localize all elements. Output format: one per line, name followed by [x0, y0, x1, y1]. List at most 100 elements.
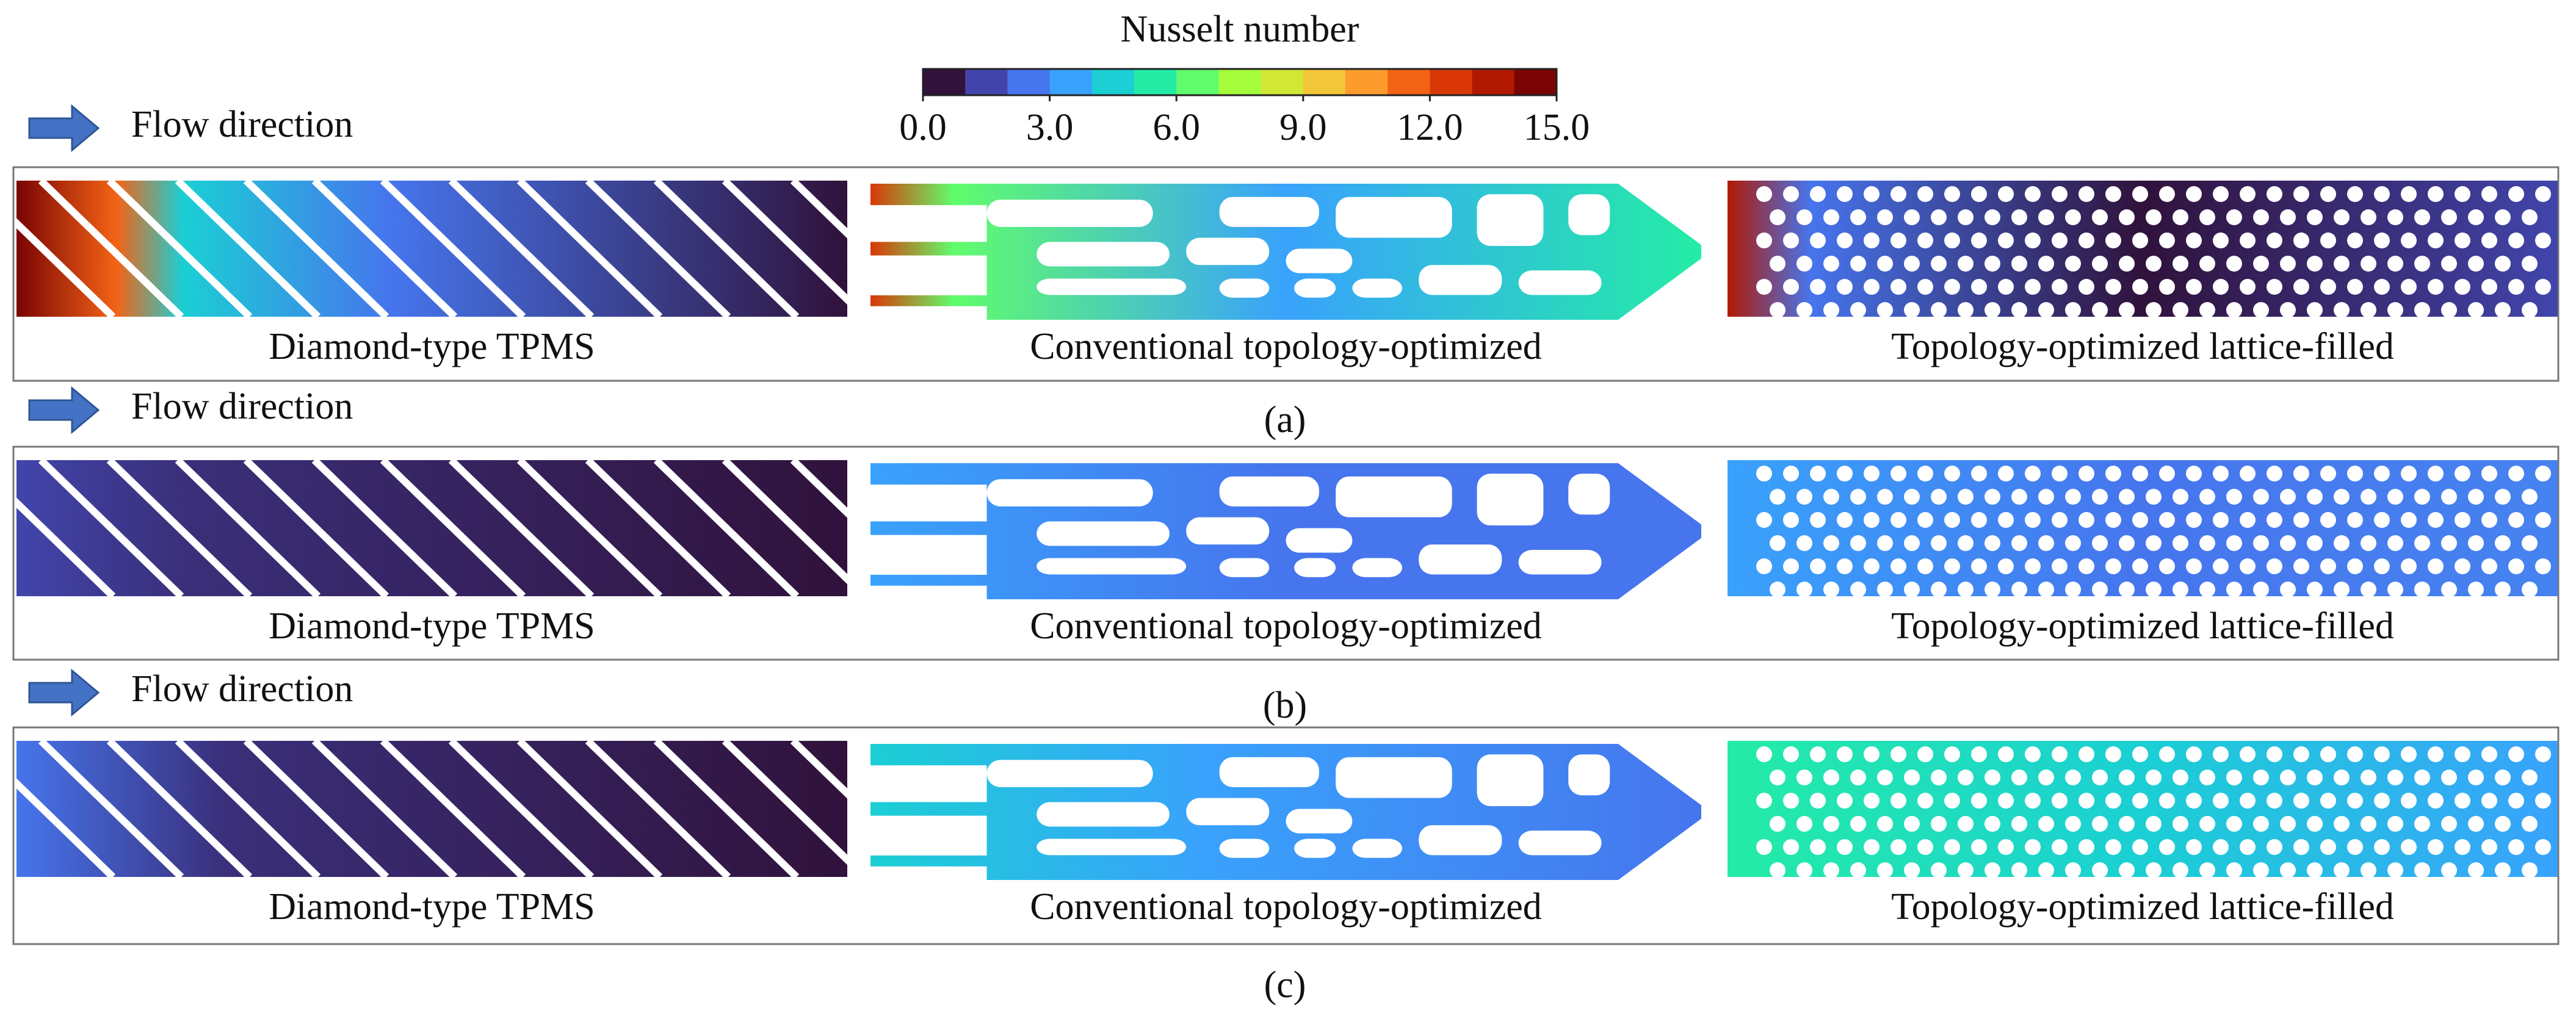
lattice-pore	[2441, 862, 2457, 878]
lattice-pore	[2173, 770, 2188, 785]
topology-void	[986, 200, 1153, 227]
lattice-pore	[2468, 209, 2484, 225]
lattice-pore	[1823, 770, 1839, 785]
lattice-pore	[2280, 770, 2296, 785]
lattice-pore	[2267, 512, 2282, 528]
lattice-pore	[2481, 186, 2497, 202]
lattice-pore	[1944, 746, 1960, 762]
lattice-pore	[2535, 466, 2551, 481]
lattice-pore	[1944, 186, 1960, 202]
lattice-pore	[2428, 466, 2444, 481]
lattice-pore	[1958, 302, 1974, 318]
lattice-pore	[2038, 209, 2054, 225]
lattice-pore	[2011, 582, 2027, 597]
lattice-pore	[2092, 302, 2108, 318]
lattice-pore	[2508, 839, 2524, 855]
lattice-pore	[2535, 233, 2551, 248]
tpms-wall	[243, 181, 389, 317]
lattice-pore	[2334, 535, 2350, 551]
lattice-pore	[1810, 279, 1826, 295]
lattice-pore	[2374, 839, 2390, 855]
lattice-pore	[1770, 770, 1785, 785]
lattice-pore	[2307, 302, 2323, 318]
lattice-pore	[2374, 746, 2390, 762]
lattice-pore	[2038, 302, 2054, 318]
lattice-pore	[2522, 816, 2538, 832]
lattice-pore	[2508, 233, 2524, 248]
lattice-pore	[2173, 582, 2188, 597]
lattice-pore	[1944, 512, 1960, 528]
lattice-pore	[2132, 466, 2148, 481]
lattice-pore	[2025, 839, 2041, 855]
tpms-wall	[380, 181, 526, 317]
lattice-pore	[2226, 489, 2242, 505]
lattice-pore	[2038, 770, 2054, 785]
lattice-pore	[2401, 512, 2417, 528]
lattice-pore	[1770, 535, 1785, 551]
topology-void	[1186, 237, 1270, 265]
tpms-wall	[175, 741, 321, 877]
lattice-pore	[2119, 816, 2135, 832]
flow-arrow	[28, 386, 100, 434]
lattice-pore	[1850, 862, 1866, 878]
tpms-wall	[790, 741, 847, 799]
colorbar-tick-label: 15.0	[1524, 107, 1590, 148]
lattice-pore	[2025, 746, 2041, 762]
lattice-pore	[2240, 279, 2256, 295]
lattice-pore	[2199, 816, 2215, 832]
lattice-pore	[2025, 466, 2041, 481]
lattice-pore	[1917, 839, 1933, 855]
lattice-pore	[2347, 512, 2363, 528]
lattice-pore	[2052, 839, 2068, 855]
lattice-pore	[2280, 209, 2296, 225]
lattice-pore	[2105, 793, 2121, 809]
lattice-pore	[2361, 582, 2376, 597]
lattice-pore	[1837, 793, 1853, 809]
lattice-pore	[2065, 256, 2081, 272]
lattice-pore	[1890, 793, 1906, 809]
lattice-pore	[2146, 209, 2162, 225]
lattice-pore	[1810, 186, 1826, 202]
topology-void	[1286, 809, 1353, 834]
topology-void	[1419, 265, 1502, 295]
colorbar-segment	[1091, 69, 1135, 95]
lattice-pore	[1998, 839, 2014, 855]
lattice-pore	[1864, 558, 1880, 574]
tpms-wall	[585, 741, 731, 877]
lattice-pore	[2347, 279, 2363, 295]
lattice-pore	[2146, 256, 2162, 272]
lattice-pore	[2146, 816, 2162, 832]
lattice-pore	[1917, 279, 1933, 295]
lattice-pore	[1984, 209, 2000, 225]
lattice-pore	[1998, 233, 2014, 248]
lattice-pore	[1944, 233, 1960, 248]
lattice-pore	[2320, 279, 2336, 295]
lattice-pore	[2065, 582, 2081, 597]
lattice-pore	[2428, 512, 2444, 528]
lattice-pore	[2535, 839, 2551, 855]
lattice-pore	[1998, 279, 2014, 295]
lattice-pore	[1796, 862, 1812, 878]
topology-void	[1419, 825, 1502, 856]
lattice-pore	[2468, 256, 2484, 272]
lattice-pore	[2199, 302, 2215, 318]
lattice-pore	[2186, 233, 2202, 248]
tpms-wall	[106, 460, 253, 596]
colorbar-segment	[1049, 69, 1093, 95]
topology-void	[1336, 476, 1452, 517]
lattice-pore	[2280, 302, 2296, 318]
lattice-pore	[2481, 466, 2497, 481]
lattice-pore	[2293, 279, 2309, 295]
lattice-pore	[2468, 582, 2484, 597]
lattice-pore	[2293, 558, 2309, 574]
lattice-pore	[1810, 512, 1826, 528]
lattice-pore	[1837, 839, 1853, 855]
topology-void	[986, 760, 1153, 787]
lattice-pore	[1931, 489, 1947, 505]
lattice-pore	[2199, 862, 2215, 878]
lattice-pore	[1783, 558, 1799, 574]
lattice-pore	[1756, 186, 1772, 202]
lattice-pore	[2495, 582, 2511, 597]
lattice-pore	[2441, 256, 2457, 272]
lattice-pore	[1944, 558, 1960, 574]
